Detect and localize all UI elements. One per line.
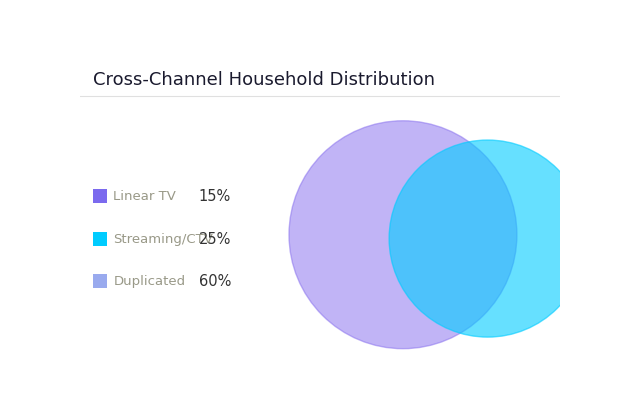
Text: Duplicated: Duplicated bbox=[114, 275, 185, 288]
Text: Cross-Channel Household Distribution: Cross-Channel Household Distribution bbox=[94, 72, 436, 89]
Circle shape bbox=[289, 121, 517, 349]
Text: Streaming/CTV: Streaming/CTV bbox=[114, 233, 213, 246]
Circle shape bbox=[389, 140, 586, 337]
Text: Linear TV: Linear TV bbox=[114, 191, 177, 203]
Text: 60%: 60% bbox=[199, 274, 232, 289]
FancyBboxPatch shape bbox=[94, 189, 107, 203]
Text: 15%: 15% bbox=[199, 190, 231, 205]
FancyBboxPatch shape bbox=[94, 274, 107, 288]
FancyBboxPatch shape bbox=[94, 232, 107, 245]
Text: 25%: 25% bbox=[199, 232, 232, 247]
